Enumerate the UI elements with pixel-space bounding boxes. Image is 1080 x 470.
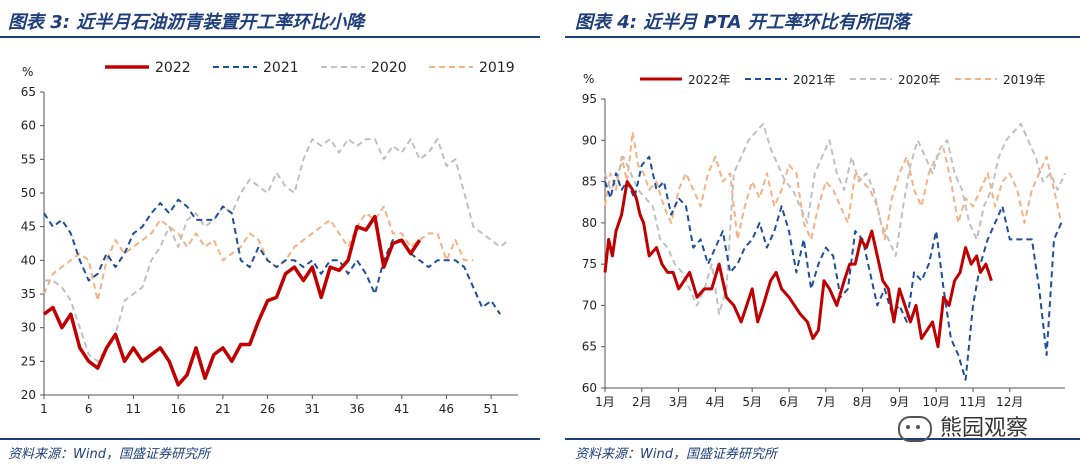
x-tick-label: 16 <box>171 402 186 416</box>
y-tick-label: 90 <box>582 133 597 147</box>
legend-label-2020: 2020 <box>371 60 407 76</box>
x-tick-label: 5月 <box>742 395 762 409</box>
y-tick-label: 85 <box>582 175 597 189</box>
y-tick-label: 25 <box>21 354 36 368</box>
x-tick-label: 3月 <box>669 395 689 409</box>
series-line-2022 <box>42 214 422 387</box>
x-tick-label: 7月 <box>816 395 836 409</box>
y-tick-label: 35 <box>21 287 36 301</box>
x-tick-label: 46 <box>439 402 454 416</box>
x-tick-label: 21 <box>215 402 230 416</box>
x-tick-label: 51 <box>484 402 499 416</box>
series-line-2021年 <box>604 155 1063 381</box>
watermark: 熊园观察 <box>898 410 1028 442</box>
legend-label-2022年: 2022年 <box>688 73 731 87</box>
left-panel: 图表 3: 近半月石油沥青装置开工率环比小降 资料来源：Wind，国盛证券研究所 <box>0 12 540 462</box>
x-tick-label: 4月 <box>706 395 726 409</box>
x-tick-label: 26 <box>260 402 275 416</box>
x-tick-label: 1 <box>40 402 48 416</box>
y-tick-label: 60 <box>21 119 36 133</box>
y-tick-label: 60 <box>582 381 597 395</box>
right-title-rule <box>565 36 1080 38</box>
y-tick-label: 80 <box>582 216 597 230</box>
right-panel: 图表 4: 近半月 PTA 开工率环比有所回落 资料来源：Wind，国盛证券研究… <box>565 0 1080 470</box>
series-line-2021 <box>43 198 501 315</box>
wechat-icon <box>898 416 932 442</box>
y-axis-label: % <box>22 65 33 79</box>
series-line-2019 <box>43 205 474 302</box>
y-tick-label: 45 <box>21 220 36 234</box>
legend-label-2019年: 2019年 <box>1003 73 1046 87</box>
x-tick-label: 31 <box>305 402 320 416</box>
right-source-note: 资料来源：Wind，国盛证券研究所 <box>575 447 777 462</box>
watermark-text: 熊园观察 <box>940 416 1029 441</box>
x-tick-label: 41 <box>394 402 409 416</box>
y-tick-label: 65 <box>582 340 597 354</box>
right-source-rule <box>565 438 1080 440</box>
legend-label-2022: 2022 <box>155 60 191 76</box>
series-line-2020 <box>44 138 510 363</box>
x-tick-label: 9月 <box>890 395 910 409</box>
left-source-note: 资料来源：Wind，国盛证券研究所 <box>8 447 210 462</box>
x-tick-label: 10月 <box>923 395 950 409</box>
left-chart-title: 图表 3: 近半月石油沥青装置开工率环比小降 <box>8 12 365 33</box>
x-tick-label: 12月 <box>996 395 1023 409</box>
x-tick-label: 36 <box>349 402 364 416</box>
y-tick-label: 40 <box>21 253 36 267</box>
x-tick-label: 6 <box>85 402 93 416</box>
y-tick-label: 65 <box>21 85 36 99</box>
y-tick-label: 75 <box>582 257 597 271</box>
series-line-2022年 <box>603 180 993 349</box>
y-tick-label: 50 <box>21 186 36 200</box>
y-tick-label: 30 <box>21 321 36 335</box>
y-tick-label: 70 <box>582 298 597 312</box>
right-chart-title: 图表 4: 近半月 PTA 开工率环比有所回落 <box>575 12 910 33</box>
x-tick-label: 2月 <box>632 395 652 409</box>
legend-label-2021年: 2021年 <box>793 73 836 87</box>
left-source-rule <box>0 438 540 440</box>
legend-label-2020年: 2020年 <box>898 73 941 87</box>
x-tick-label: 11月 <box>959 395 986 409</box>
legend-label-2019: 2019 <box>479 60 515 76</box>
y-tick-label: 20 <box>21 388 36 402</box>
x-tick-label: 11 <box>126 402 141 416</box>
x-tick-label: 1月 <box>595 395 615 409</box>
x-tick-label: 8月 <box>853 395 873 409</box>
y-tick-label: 95 <box>582 92 597 106</box>
x-tick-label: 6月 <box>779 395 799 409</box>
legend-label-2021: 2021 <box>263 60 299 76</box>
y-axis-label: % <box>583 72 594 86</box>
left-title-rule <box>0 36 540 38</box>
y-tick-label: 55 <box>21 152 36 166</box>
